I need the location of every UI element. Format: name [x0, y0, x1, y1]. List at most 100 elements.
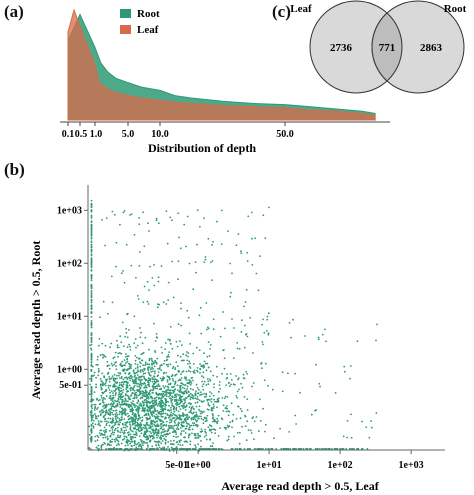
- scatter-point: [110, 406, 113, 408]
- scatter-point: [165, 448, 168, 450]
- scatter-point: [229, 373, 232, 375]
- scatter-point: [95, 415, 97, 418]
- scatter-point: [162, 448, 165, 450]
- scatter-point: [151, 402, 154, 404]
- scatter-point: [125, 409, 127, 411]
- scatter-point: [251, 385, 253, 388]
- scatter-point: [348, 448, 351, 450]
- scatter-point: [219, 427, 222, 429]
- scatter-point: [356, 448, 359, 450]
- scatter-point: [260, 448, 263, 450]
- scatter-point: [172, 443, 175, 446]
- scatter-point: [271, 388, 274, 391]
- scatter-point: [91, 407, 94, 410]
- scatter-point: [109, 391, 111, 394]
- scatter-point: [174, 382, 177, 385]
- scatter-point: [141, 359, 144, 362]
- scatter-point: [90, 260, 93, 262]
- scatter-point: [129, 410, 132, 413]
- scatter-point: [201, 448, 204, 450]
- scatter-point: [144, 382, 147, 385]
- scatter-point: [122, 368, 125, 371]
- scatter-point: [162, 421, 165, 424]
- density-area-root: [67, 13, 376, 121]
- scatter-point: [189, 362, 192, 365]
- scatter-point: [153, 448, 156, 450]
- scatter-point: [111, 420, 114, 423]
- scatter-point: [102, 300, 105, 303]
- scatter-point: [200, 417, 203, 420]
- scatter-point: [112, 413, 114, 416]
- scatter-point: [90, 237, 93, 240]
- scatter-point: [126, 313, 128, 316]
- scatter-point: [112, 409, 115, 412]
- scatter-point: [234, 383, 236, 386]
- scatter-point: [103, 433, 105, 436]
- scatter-point: [212, 420, 214, 423]
- scatter-point: [108, 448, 111, 450]
- scatter-point: [155, 396, 158, 399]
- scatter-point: [242, 373, 245, 376]
- scatter-point: [182, 412, 184, 415]
- scatter-point: [155, 336, 158, 339]
- scatter-point: [121, 431, 124, 434]
- scatter-point: [186, 385, 189, 388]
- scatter-point: [217, 397, 220, 399]
- scatter-point: [191, 412, 194, 415]
- scatter-point: [90, 292, 93, 295]
- scatter-point: [150, 396, 153, 398]
- scatter-point: [90, 277, 93, 279]
- scatter-point: [251, 417, 254, 420]
- scatter-point: [159, 377, 162, 380]
- scatter-point: [187, 382, 190, 384]
- scatter-point: [139, 422, 142, 424]
- scatter-point: [94, 435, 97, 438]
- scatter-point: [105, 428, 107, 431]
- scatter-point: [169, 397, 171, 400]
- scatter-point: [124, 403, 127, 406]
- scatter-point: [174, 419, 177, 421]
- scatter-point: [181, 344, 183, 346]
- scatter-point: [107, 387, 110, 389]
- scatter-point: [121, 416, 123, 419]
- scatter-point: [97, 371, 100, 373]
- scatter-point: [229, 295, 232, 298]
- scatter-point: [160, 432, 163, 434]
- scatter-point: [209, 438, 211, 441]
- scatter-point: [199, 306, 202, 309]
- scatter-point: [324, 448, 327, 450]
- scatter-point: [346, 420, 349, 422]
- scatter-point: [136, 374, 139, 376]
- scatter-point: [153, 421, 156, 424]
- scatter-point: [152, 412, 155, 415]
- scatter-point: [210, 392, 213, 395]
- scatter-point: [172, 412, 175, 415]
- scatter-point: [205, 392, 208, 395]
- scatter-point: [176, 384, 179, 387]
- scatter-point: [191, 428, 194, 431]
- scatter-point: [117, 426, 119, 429]
- panel-label-b: (b): [4, 160, 25, 179]
- scatter-point: [121, 422, 124, 425]
- scatter-point: [183, 404, 185, 407]
- scatter-point: [241, 425, 243, 428]
- scatter-point: [117, 436, 119, 438]
- scatter-point: [143, 414, 146, 417]
- scatter-point: [146, 300, 149, 303]
- scatter-point: [169, 443, 172, 445]
- scatter-point: [227, 230, 230, 233]
- scatter-point: [116, 382, 118, 385]
- scatter-point: [143, 401, 146, 404]
- scatter-point: [151, 404, 154, 407]
- scatter-point: [125, 404, 128, 407]
- scatter-point: [112, 392, 114, 394]
- scatter-point: [144, 433, 147, 436]
- scatter-point: [141, 416, 144, 419]
- scatter-point: [110, 444, 112, 446]
- scatter-point: [113, 373, 116, 376]
- scatter-point: [104, 382, 107, 385]
- scatter-point: [129, 442, 132, 445]
- scatter-point: [137, 377, 140, 379]
- scatter-point: [115, 365, 117, 367]
- scatter-point: [122, 381, 124, 384]
